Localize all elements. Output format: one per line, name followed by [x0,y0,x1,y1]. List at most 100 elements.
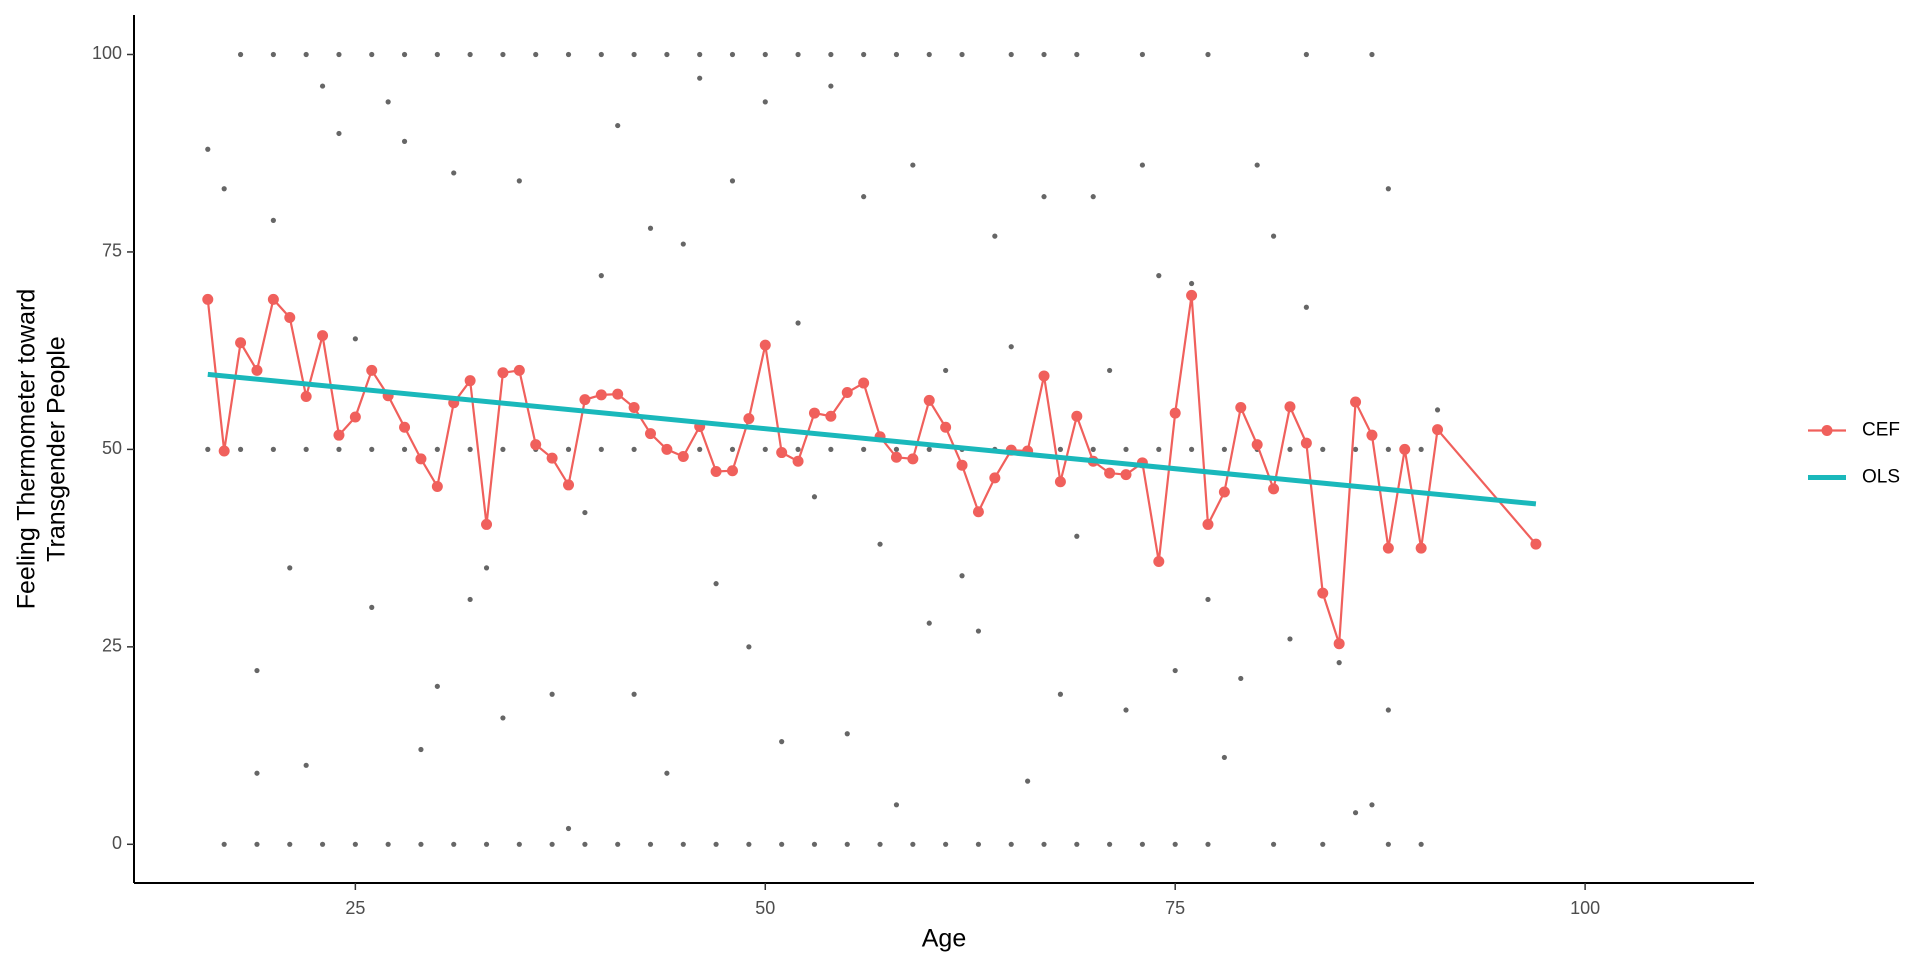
raw-point [385,841,391,847]
cef-point [710,466,722,478]
raw-point [1057,691,1064,697]
raw-point [1041,194,1047,200]
raw-point [483,565,490,571]
raw-point [401,51,408,58]
raw-point [1123,446,1129,452]
cef-point [546,452,558,464]
cef-point [399,421,411,433]
raw-point [500,446,506,452]
raw-point [631,51,637,58]
raw-point [795,51,801,58]
raw-point [270,446,276,452]
raw-point [1369,51,1375,58]
raw-point [1188,280,1195,287]
raw-point [336,446,342,452]
raw-point [844,731,850,737]
raw-point [254,841,260,847]
cef-point [907,453,919,465]
raw-point [1188,446,1195,452]
cef-point [1399,443,1411,455]
cef-point [972,506,984,518]
raw-point [598,446,604,452]
raw-point [451,841,457,847]
raw-point [1041,841,1047,847]
raw-point [352,336,358,342]
raw-point [992,233,998,239]
raw-point [1205,51,1211,58]
legend-label: OLS [1862,467,1900,488]
raw-point [352,841,358,847]
cef-point [923,394,935,406]
cef-point [251,364,263,376]
raw-point [369,446,375,452]
raw-point [1139,51,1146,58]
cef-point [1120,469,1132,481]
raw-point [565,446,572,452]
raw-point [893,446,900,452]
cef-point [1071,410,1083,422]
raw-point [1221,446,1227,452]
raw-point [664,51,670,58]
raw-point [1303,51,1309,58]
raw-point [779,841,785,847]
raw-point [1107,841,1113,847]
cef-point [1317,587,1329,599]
raw-point [943,841,949,847]
raw-point [1008,344,1014,350]
raw-point [237,51,244,58]
raw-point [1287,446,1293,452]
cef-point [235,337,247,349]
raw-point [1352,810,1359,816]
raw-point [910,841,916,847]
raw-point [319,841,326,847]
raw-point [1025,778,1031,784]
cef-point [1218,486,1230,498]
cef-point [202,293,214,305]
cef-point [595,389,607,401]
raw-point [1107,367,1113,374]
raw-point [1074,841,1080,847]
cef-line [206,295,1537,645]
raw-point [959,573,965,579]
y-tick-label: 75 [102,241,122,261]
raw-point [565,51,572,58]
cef-point [825,410,837,422]
cef-point [1038,370,1050,382]
cef-point [415,453,427,465]
raw-point [549,691,555,697]
raw-point [303,762,309,768]
x-tick-label: 100 [1570,898,1600,918]
raw-point [1336,660,1342,666]
raw-point [533,51,539,58]
raw-point [697,75,703,81]
raw-point [762,51,768,58]
cef-point [1235,402,1247,414]
cef-point [300,390,312,402]
cef-point [333,429,345,441]
raw-point [549,841,555,847]
raw-point [729,178,736,184]
raw-point [861,51,867,58]
cef-point [989,472,1001,484]
cef-point [677,451,689,463]
raw-point [1074,533,1080,539]
x-tick-label: 25 [345,898,365,918]
raw-point [746,841,752,847]
raw-point [418,746,424,753]
cef-point [1268,483,1280,495]
cef-point [759,339,771,351]
cef-point [579,394,591,406]
y-tick-label: 0 [112,833,122,853]
cef-point [1415,542,1427,554]
cef-point [1169,407,1181,419]
cef-point [1104,467,1116,479]
raw-point [795,320,801,326]
raw-point [713,841,719,847]
cef-point [513,364,525,376]
x-tick-label: 50 [755,898,775,918]
raw-point [319,83,326,89]
cef-point [661,443,673,455]
raw-point [1057,446,1064,452]
legend-label: CEF [1862,420,1900,441]
raw-point [697,446,703,452]
